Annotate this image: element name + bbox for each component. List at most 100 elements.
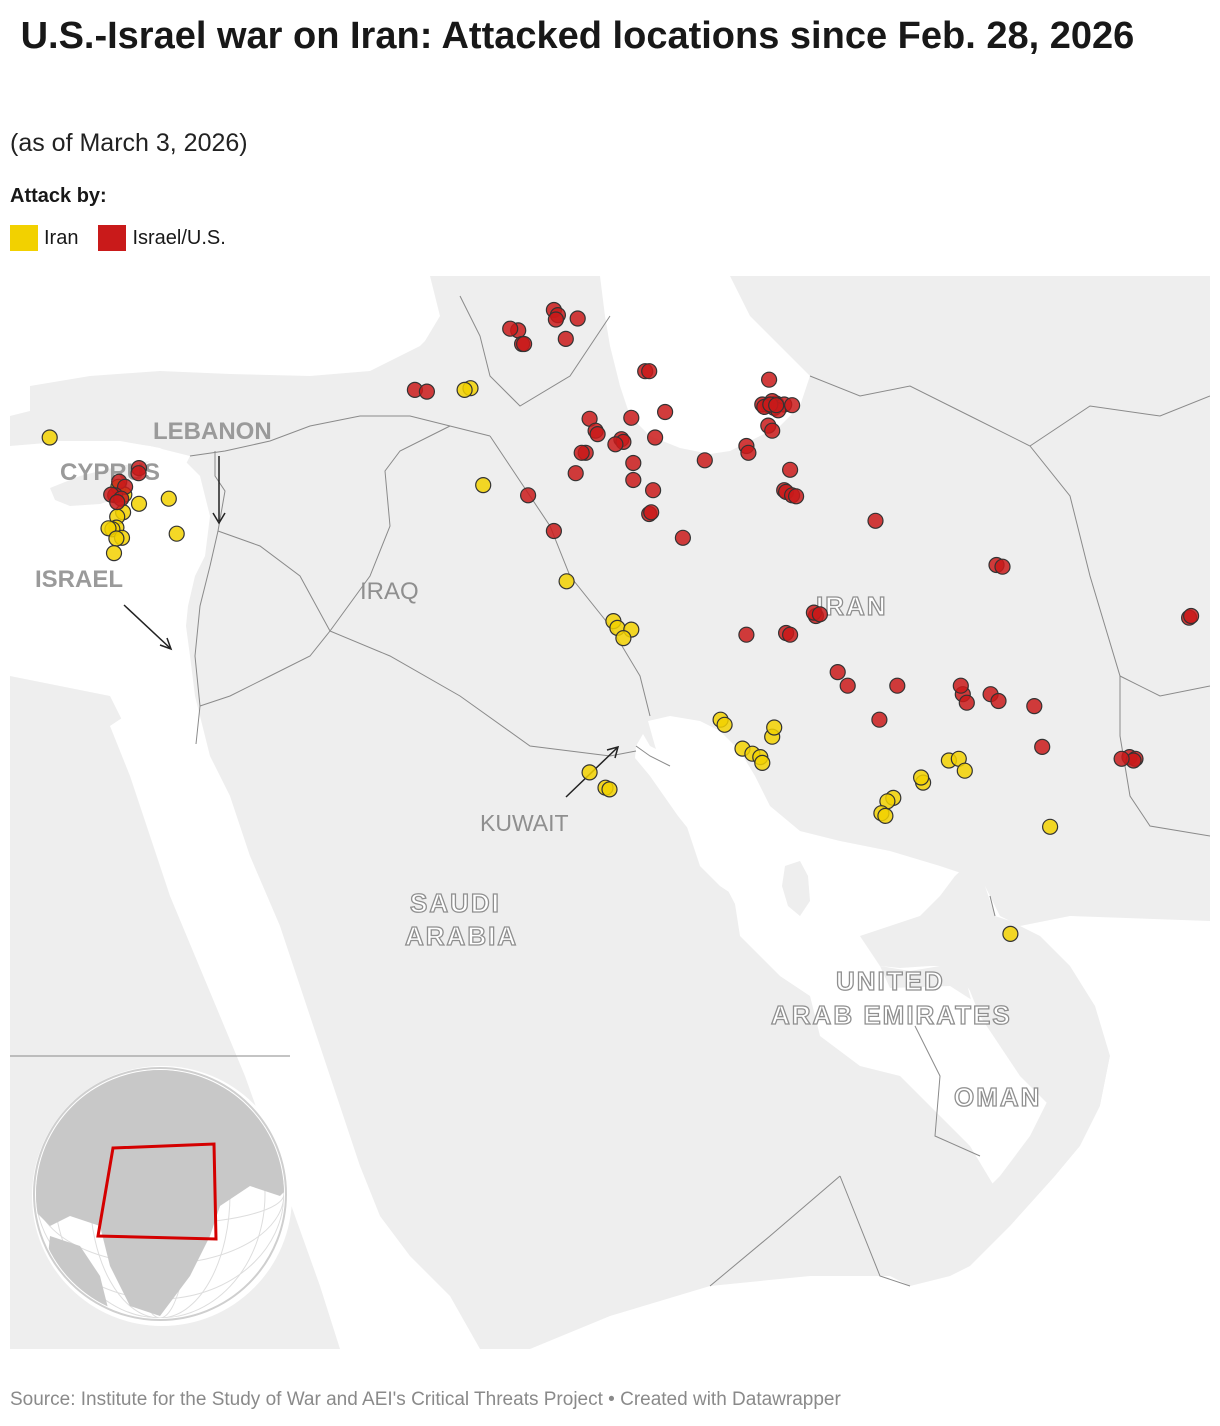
iran-attack-marker-23[interactable] <box>716 716 733 733</box>
label-iraq: IRAQ <box>360 578 419 605</box>
israel-us-attack-marker-75[interactable] <box>839 677 856 694</box>
label-uae-line2: ARAB EMIRATES <box>771 1000 1012 1030</box>
label-kuwait: KUWAIT <box>480 810 569 836</box>
oman-land <box>890 916 1110 1286</box>
iran-attack-marker-31[interactable] <box>601 781 618 798</box>
israel-us-attack-marker-70[interactable] <box>781 626 799 643</box>
turkey-land <box>30 316 530 466</box>
israel-us-attack-marker-22[interactable] <box>656 403 674 421</box>
iran-attack-marker-35[interactable] <box>912 769 930 786</box>
israel-us-attack-marker-57[interactable] <box>644 482 662 499</box>
source-attribution: Source: Institute for the Study of War a… <box>10 1389 841 1410</box>
israel-us-attack-marker-61[interactable] <box>545 522 563 540</box>
israel-us-attack-marker-68[interactable] <box>811 606 829 623</box>
chart-subtitle: (as of March 3, 2026) <box>10 129 248 157</box>
israel-us-attack-marker-9[interactable] <box>418 383 435 400</box>
israel-us-attack-marker-78[interactable] <box>990 692 1007 710</box>
iran-attack-marker-10[interactable] <box>105 545 123 562</box>
globe-locator-frame <box>96 1142 218 1241</box>
israel-us-attack-marker-65[interactable] <box>994 558 1011 575</box>
israel-us-attack-marker-73[interactable] <box>738 626 755 643</box>
iran-attack-marker-15[interactable] <box>475 477 492 494</box>
lebanon-arrowhead <box>212 512 226 525</box>
israel-us-attack-marker-72[interactable] <box>1182 607 1200 625</box>
israel-us-attack-marker-20[interactable] <box>641 363 658 380</box>
label-saudi-line1: SAUDI <box>410 888 501 918</box>
globe-land <box>36 1070 284 1316</box>
israel-us-attack-marker-88[interactable] <box>952 677 969 694</box>
israel-us-attack-marker-82[interactable] <box>871 711 888 728</box>
israel-us-attack-marker-63[interactable] <box>867 512 884 529</box>
israel-us-attack-marker-59[interactable] <box>643 504 660 521</box>
iran-attack-marker-40[interactable] <box>877 807 894 825</box>
map-area[interactable]: CYPRUS LEBANON ISRAEL IRAQ IRAN KUWAIT S… <box>10 276 1210 1349</box>
israel-us-attack-marker-31[interactable] <box>573 444 590 461</box>
israel-us-attack-marker-74[interactable] <box>829 664 846 681</box>
israel-us-attack-marker-24[interactable] <box>623 409 640 426</box>
legend-swatch-iran <box>10 225 38 251</box>
iran-attack-marker-14[interactable] <box>456 381 473 399</box>
israel-us-attack-marker-49[interactable] <box>783 397 801 414</box>
israel-us-attack-marker-54[interactable] <box>787 488 805 505</box>
iran-attack-marker-42[interactable] <box>1002 925 1019 943</box>
israel-us-attack-marker-1[interactable] <box>130 465 147 482</box>
legend-item-israel-us: Israel/U.S. <box>98 225 226 251</box>
label-lebanon: LEBANON <box>153 418 272 445</box>
qatar-peninsula <box>782 861 810 916</box>
israel-us-attack-marker-56[interactable] <box>625 471 642 489</box>
iran-attack-marker-11[interactable] <box>160 490 177 507</box>
israel-us-attack-marker-32[interactable] <box>567 465 584 482</box>
label-uae-line1: UNITED <box>836 966 945 996</box>
iran-attack-marker-28[interactable] <box>754 754 771 771</box>
israel-us-attack-marker-36[interactable] <box>740 444 757 461</box>
label-saudi-line2: ARABIA <box>405 921 518 951</box>
legend-title: Attack by: <box>10 185 107 207</box>
israel-us-attack-marker-76[interactable] <box>889 677 906 694</box>
iran-attack-marker-41[interactable] <box>1041 818 1059 835</box>
israel-us-attack-marker-12[interactable] <box>547 311 565 328</box>
israel-us-attack-marker-46[interactable] <box>764 422 781 439</box>
israel-us-attack-marker-55[interactable] <box>625 454 642 472</box>
israel-arrow <box>123 604 171 649</box>
iran-attack-marker-2[interactable] <box>130 495 148 512</box>
israel-us-attack-marker-48[interactable] <box>768 397 785 414</box>
iran-attack-marker-24[interactable] <box>766 719 783 736</box>
iran-attack-marker-43[interactable] <box>41 429 58 446</box>
israel-us-attack-marker-26[interactable] <box>589 426 606 443</box>
iran-attack-marker-29[interactable] <box>581 764 598 781</box>
israel-us-attack-marker-17[interactable] <box>557 330 574 348</box>
israel-us-attack-marker-87[interactable] <box>1113 750 1130 767</box>
kuwait-arrowhead <box>606 745 620 759</box>
locator-globe <box>32 1066 292 1326</box>
israel-us-attack-marker-33[interactable] <box>646 429 664 446</box>
legend-swatch-israel-us <box>98 225 127 251</box>
iran-attack-marker-16[interactable] <box>558 573 575 590</box>
iran-attack-marker-12[interactable] <box>168 525 185 542</box>
israel-arrowhead <box>159 637 173 651</box>
israel-us-attack-marker-50[interactable] <box>781 461 799 478</box>
israel-us-attack-marker-29[interactable] <box>607 436 624 453</box>
israel-us-attack-marker-13[interactable] <box>569 310 586 327</box>
label-israel: ISRAEL <box>35 566 123 593</box>
israel-us-attack-markers <box>103 301 1200 769</box>
israel-us-attack-marker-60[interactable] <box>674 529 692 546</box>
israel-us-attack-marker-80[interactable] <box>958 694 975 711</box>
israel-us-attack-marker-62[interactable] <box>519 487 537 504</box>
legend-label-iran: Iran <box>44 226 79 249</box>
country-borders <box>10 295 1210 1287</box>
israel-us-attack-marker-16[interactable] <box>515 335 533 353</box>
iran-attack-marker-9[interactable] <box>108 530 125 547</box>
legend-label-israel-us: Israel/U.S. <box>132 226 226 249</box>
landmass <box>10 276 1210 1349</box>
israel-us-attack-marker-21[interactable] <box>760 371 778 388</box>
israel-us-attack-marker-81[interactable] <box>1026 698 1043 715</box>
israel-us-attack-marker-34[interactable] <box>696 452 713 469</box>
israel-us-attack-marker-18[interactable] <box>502 320 519 337</box>
iran-attack-marker-38[interactable] <box>956 762 973 779</box>
red-sea <box>110 716 382 1349</box>
label-oman: OMAN <box>954 1082 1041 1112</box>
israel-us-attack-marker-7[interactable] <box>109 494 126 511</box>
israel-us-attack-marker-83[interactable] <box>1034 738 1051 755</box>
iran-attack-marker-20[interactable] <box>615 630 632 647</box>
chart-title: U.S.-Israel war on Iran: Attacked locati… <box>10 15 1135 57</box>
